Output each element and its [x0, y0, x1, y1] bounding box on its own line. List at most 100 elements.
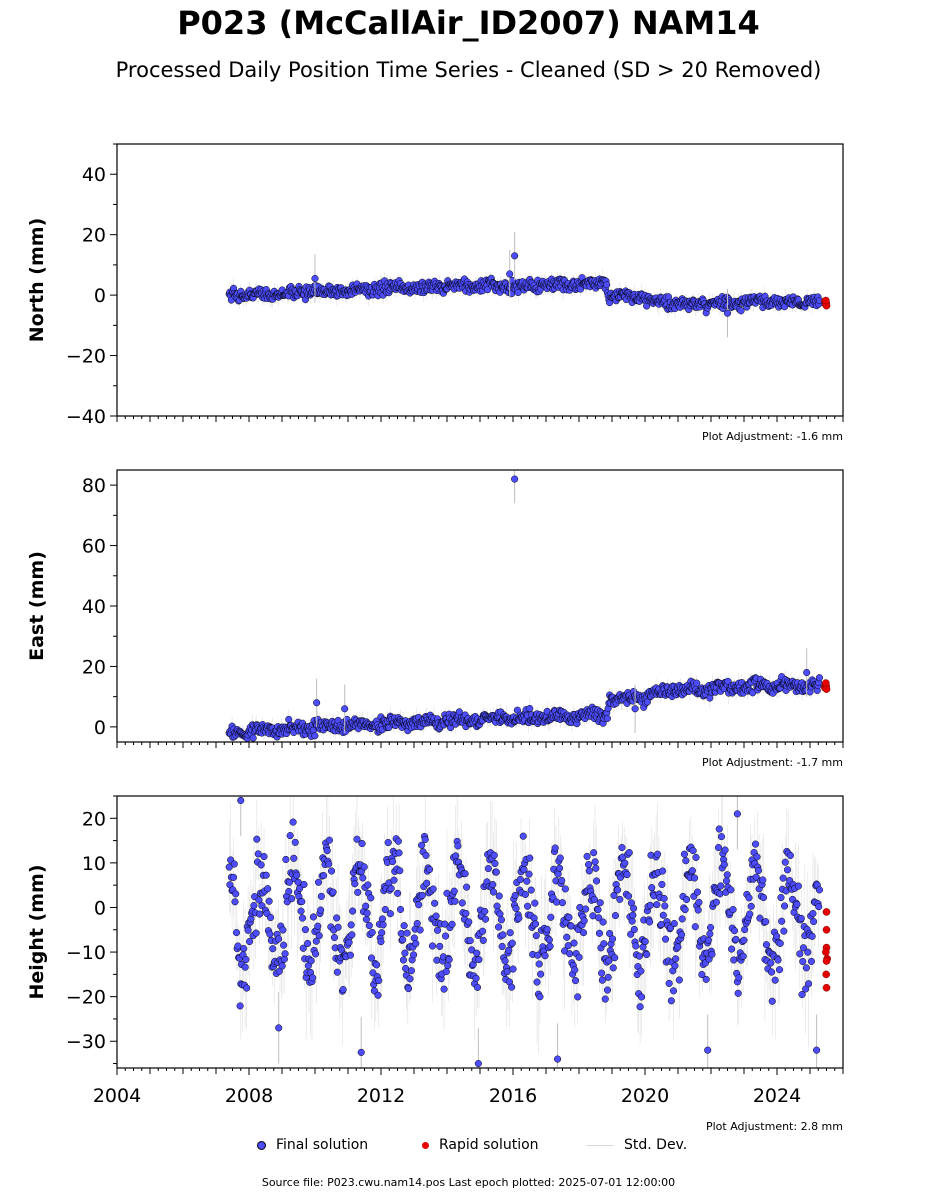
chart-title: P023 (McCallAir_ID2007) NAM14 — [177, 4, 760, 42]
final-point — [452, 852, 460, 860]
final-point — [301, 926, 309, 934]
final-point — [465, 918, 473, 926]
final-point — [653, 850, 662, 858]
final-point — [243, 984, 251, 992]
final-point — [379, 921, 387, 929]
final-point — [394, 889, 402, 897]
y-tick-label: −30 — [66, 1031, 106, 1053]
final-point — [265, 897, 273, 905]
final-point — [554, 870, 562, 878]
final-point — [499, 931, 507, 939]
final-point — [648, 884, 656, 892]
final-point — [530, 914, 538, 922]
final-point — [354, 888, 362, 896]
final-point — [368, 928, 376, 937]
final-point — [807, 957, 816, 965]
final-point — [521, 890, 529, 898]
final-point — [415, 901, 423, 909]
final-point — [240, 945, 248, 953]
final-point — [491, 859, 499, 868]
final-point — [282, 855, 290, 864]
final-point — [728, 945, 736, 953]
final-point — [395, 849, 403, 857]
final-point — [312, 937, 320, 945]
final-point — [317, 892, 325, 900]
rapid-point — [822, 925, 831, 934]
final-point — [264, 885, 272, 893]
final-point — [759, 876, 767, 884]
final-point — [730, 956, 738, 964]
final-point-outlier — [631, 705, 639, 713]
x-tick-label: 2004 — [93, 1085, 141, 1107]
final-point — [497, 916, 506, 924]
final-point — [466, 937, 474, 945]
y-tick-label: 20 — [82, 808, 106, 830]
final-point — [299, 944, 307, 952]
final-point — [526, 854, 534, 862]
final-point — [339, 986, 347, 994]
final-point — [381, 905, 389, 914]
final-point — [475, 956, 483, 964]
y-tick-label: −40 — [66, 406, 106, 428]
final-point — [252, 929, 260, 937]
final-point — [574, 993, 582, 1001]
final-point — [706, 930, 714, 938]
final-point — [312, 950, 320, 958]
final-point — [780, 927, 788, 935]
final-point — [285, 887, 293, 896]
final-point — [489, 881, 497, 889]
final-point — [515, 914, 523, 922]
final-point-outlier — [275, 1024, 283, 1032]
final-point — [603, 281, 611, 289]
y-axis-label: Height (mm) — [26, 864, 48, 999]
final-point — [723, 871, 731, 879]
final-point — [660, 894, 668, 903]
final-point — [230, 860, 238, 868]
final-point — [358, 839, 366, 848]
y-tick-label: 0 — [94, 897, 106, 919]
final-point — [275, 935, 283, 943]
final-point-outlier — [313, 699, 321, 707]
final-point — [525, 870, 533, 878]
final-point — [387, 884, 395, 893]
final-point — [555, 864, 564, 872]
final-point — [242, 955, 250, 964]
final-point — [677, 931, 686, 939]
final-point — [432, 912, 440, 920]
final-point — [583, 852, 591, 860]
final-point — [815, 674, 823, 682]
final-point — [461, 870, 469, 878]
final-point — [561, 885, 569, 893]
final-point — [746, 910, 754, 918]
final-point — [533, 978, 541, 986]
x-tick-label: 2008 — [225, 1085, 273, 1107]
final-point — [563, 933, 571, 941]
final-point — [441, 920, 449, 928]
final-point — [463, 883, 471, 891]
final-point — [783, 866, 792, 874]
final-point — [722, 877, 731, 885]
final-point — [230, 873, 238, 881]
final-point — [781, 858, 789, 866]
rapid-point — [822, 908, 831, 916]
final-point — [441, 932, 450, 940]
panel-north: −40 −20 0 20 40 North (mm) Plot Adjustment: -1… — [26, 143, 844, 443]
final-point — [720, 860, 728, 869]
final-point — [386, 910, 394, 918]
final-point — [715, 825, 723, 833]
final-point — [637, 967, 645, 975]
final-point — [492, 868, 500, 876]
final-point — [232, 890, 240, 898]
final-point — [623, 871, 631, 879]
final-point — [236, 1002, 244, 1010]
final-point — [498, 942, 506, 951]
final-point — [706, 923, 715, 932]
y-tick-label: 40 — [82, 596, 106, 618]
final-point — [590, 849, 598, 857]
final-point — [643, 950, 651, 959]
final-point — [288, 895, 296, 903]
final-point — [595, 914, 603, 922]
final-point — [231, 898, 239, 906]
final-point — [535, 960, 543, 968]
